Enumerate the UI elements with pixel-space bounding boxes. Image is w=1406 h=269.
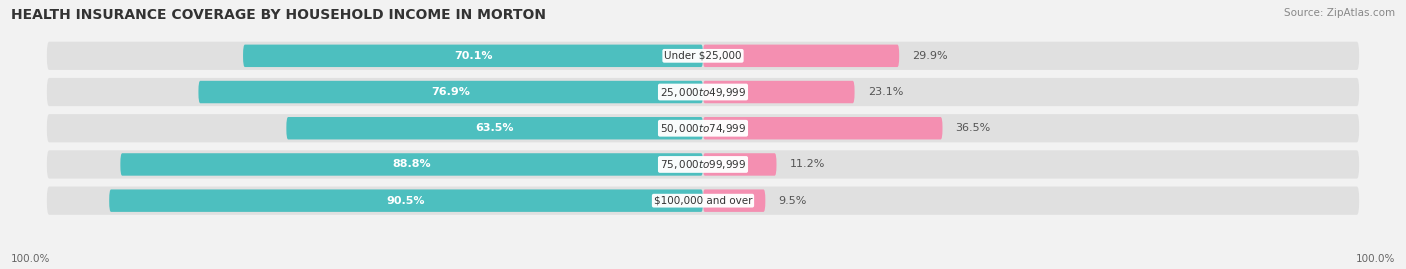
FancyBboxPatch shape [198, 81, 703, 103]
FancyBboxPatch shape [703, 153, 776, 176]
FancyBboxPatch shape [703, 81, 855, 103]
FancyBboxPatch shape [46, 186, 1360, 215]
FancyBboxPatch shape [121, 153, 703, 176]
FancyBboxPatch shape [46, 150, 1360, 179]
Text: 88.8%: 88.8% [392, 160, 432, 169]
Text: 100.0%: 100.0% [1355, 254, 1395, 264]
Text: 11.2%: 11.2% [790, 160, 825, 169]
Text: 23.1%: 23.1% [868, 87, 903, 97]
Text: 100.0%: 100.0% [11, 254, 51, 264]
Text: $100,000 and over: $100,000 and over [654, 196, 752, 206]
Text: HEALTH INSURANCE COVERAGE BY HOUSEHOLD INCOME IN MORTON: HEALTH INSURANCE COVERAGE BY HOUSEHOLD I… [11, 8, 547, 22]
Text: $50,000 to $74,999: $50,000 to $74,999 [659, 122, 747, 135]
Text: Source: ZipAtlas.com: Source: ZipAtlas.com [1284, 8, 1395, 18]
Text: 76.9%: 76.9% [432, 87, 470, 97]
FancyBboxPatch shape [46, 78, 1360, 106]
Text: 90.5%: 90.5% [387, 196, 426, 206]
Text: 9.5%: 9.5% [779, 196, 807, 206]
FancyBboxPatch shape [703, 189, 765, 212]
FancyBboxPatch shape [46, 42, 1360, 70]
FancyBboxPatch shape [703, 45, 900, 67]
FancyBboxPatch shape [703, 117, 942, 139]
Text: 36.5%: 36.5% [956, 123, 991, 133]
Text: 70.1%: 70.1% [454, 51, 492, 61]
FancyBboxPatch shape [46, 114, 1360, 142]
Text: $75,000 to $99,999: $75,000 to $99,999 [659, 158, 747, 171]
Text: $25,000 to $49,999: $25,000 to $49,999 [659, 86, 747, 98]
Legend: With Coverage, Without Coverage: With Coverage, Without Coverage [579, 267, 827, 269]
Text: Under $25,000: Under $25,000 [664, 51, 742, 61]
FancyBboxPatch shape [287, 117, 703, 139]
FancyBboxPatch shape [110, 189, 703, 212]
FancyBboxPatch shape [243, 45, 703, 67]
Text: 29.9%: 29.9% [912, 51, 948, 61]
Text: 63.5%: 63.5% [475, 123, 515, 133]
